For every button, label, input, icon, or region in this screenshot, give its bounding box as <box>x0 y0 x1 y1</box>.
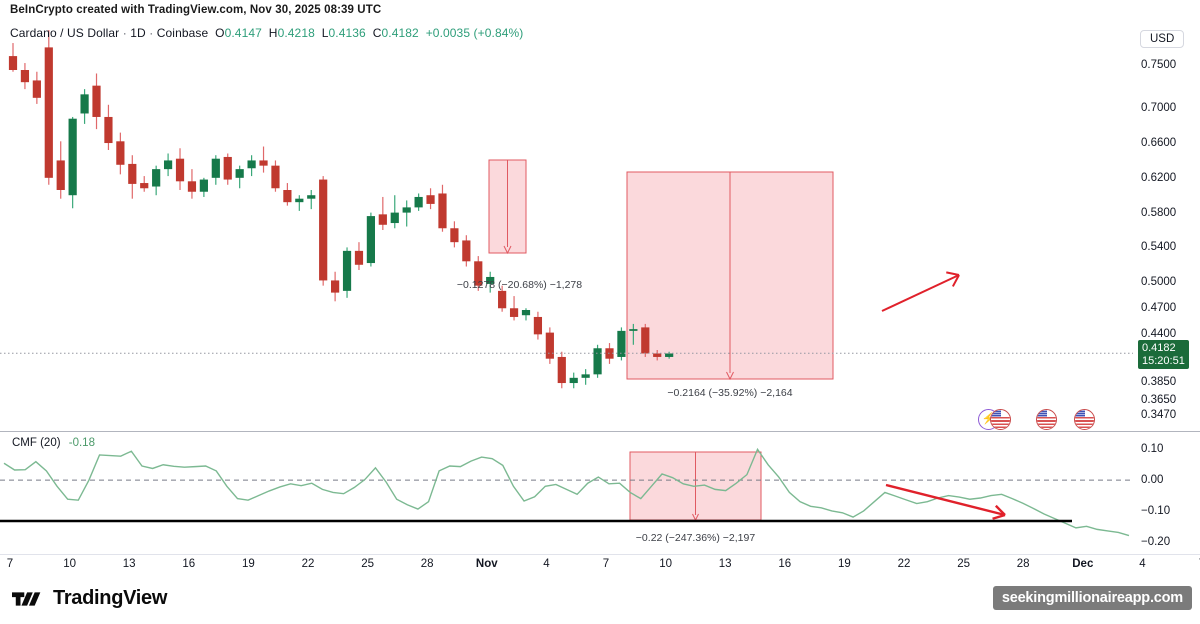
cmf-legend-value: -0.18 <box>68 437 95 449</box>
price-chart-canvas <box>0 30 1133 389</box>
legend-symbol[interactable]: Cardano / US Dollar <box>10 26 120 40</box>
legend-close-value: 0.4182 <box>381 26 419 40</box>
price-tick-label: 0.5400 <box>1141 241 1177 254</box>
legend-open-value: 0.4147 <box>224 26 262 40</box>
price-tick-label: 0.3470 <box>1141 409 1177 422</box>
time-tick-label: 19 <box>241 558 255 570</box>
time-tick-label: 25 <box>361 558 374 570</box>
price-tick-label: 0.7500 <box>1141 58 1177 71</box>
price-tick-label: 0.5000 <box>1141 276 1177 289</box>
time-tick-label: 10 <box>659 558 672 570</box>
tradingview-logo[interactable]: TradingView <box>12 587 167 610</box>
us-flag-badge-icon-3[interactable] <box>1074 409 1095 430</box>
cmf-tick-label: 0.10 <box>1141 443 1164 456</box>
measure-label-2: −0.2164 (−35.92%) −2,164 <box>667 387 793 399</box>
current-price-value: 0.4182 <box>1142 342 1176 355</box>
price-tick-label: 0.3850 <box>1141 376 1177 389</box>
current-price-badge[interactable]: 0.4182 15:20:51 <box>1138 340 1189 370</box>
time-tick-label: 13 <box>122 558 136 570</box>
legend-low-value: 0.4136 <box>328 26 366 40</box>
price-tick-label: 0.3650 <box>1141 393 1177 406</box>
legend-exchange[interactable]: Coinbase <box>156 26 209 40</box>
currency-label[interactable]: USD <box>1140 30 1185 48</box>
us-flag-badge-icon-1[interactable] <box>990 409 1011 430</box>
tradingview-wordmark: TradingView <box>53 587 168 609</box>
price-tick-label: 0.4700 <box>1141 302 1177 315</box>
cmf-tick-label: 0.00 <box>1141 474 1164 487</box>
candlesticks <box>8 30 674 389</box>
time-tick-label: Nov <box>475 558 498 570</box>
price-tick-label: 0.6200 <box>1141 171 1177 184</box>
attribution-text: BeInCrypto created with TradingView.com,… <box>10 4 382 16</box>
legend-interval[interactable]: 1D <box>130 26 146 40</box>
time-tick-label: 7 <box>602 558 610 570</box>
time-tick-label: 4 <box>1139 558 1146 570</box>
time-scale[interactable]: 7 10 13 16 19 22 25 28 Nov 4 7 10 13 16 19 22 25 28 Dec 4 7 <box>0 556 1200 578</box>
time-tick-label: 28 <box>420 558 434 570</box>
measure-label-3: −0.22 (−247.36%) −2,197 <box>635 532 756 544</box>
time-tick-label: 10 <box>63 558 76 570</box>
price-tick-label: 0.5800 <box>1141 206 1177 219</box>
footer: TradingView seekingmillionaireapp.com <box>0 580 1200 624</box>
cmf-tick-label: −0.20 <box>1141 535 1171 548</box>
time-tick-label: 22 <box>301 558 315 570</box>
price-tick-label: 0.4400 <box>1141 328 1177 341</box>
tradingview-mark-icon <box>12 591 41 606</box>
time-tick-label: 13 <box>718 558 732 570</box>
price-scale[interactable]: USD 0.7500 0.7000 0.6600 0.6200 0.5800 0.5400… <box>1133 30 1200 554</box>
us-flag-badge-icon-2[interactable] <box>1036 409 1057 430</box>
cmf-legend: CMF (20) -0.18 <box>12 437 95 449</box>
price-tick-label: 0.7000 <box>1141 102 1177 115</box>
time-tick-label: 25 <box>957 558 970 570</box>
cmf-line-series <box>3 447 1130 537</box>
time-tick-label: 16 <box>778 558 792 570</box>
measure-2 <box>626 171 834 381</box>
cmf-down-arrow <box>885 483 1006 520</box>
cmf-chart-canvas <box>0 447 1133 537</box>
legend-sep-2: · <box>145 26 157 40</box>
legend-open-key: O <box>215 26 225 40</box>
site-watermark: seekingmillionaireapp.com <box>992 586 1192 610</box>
time-tick-label: Dec <box>1072 558 1094 570</box>
time-tick-label: 16 <box>182 558 196 570</box>
bar-countdown: 15:20:51 <box>1142 354 1185 367</box>
measure-1 <box>488 159 527 255</box>
cmf-tick-label: −0.10 <box>1141 504 1171 517</box>
legend-close-key: C <box>372 26 382 40</box>
legend-high-value: 0.4218 <box>277 26 315 40</box>
price-chart-pane[interactable] <box>0 30 1133 430</box>
legend-change: +0.0035 (+0.84%) <box>425 26 524 40</box>
time-tick-label: 7 <box>6 558 14 570</box>
legend-high-key: H <box>268 26 278 40</box>
time-tick-label: 22 <box>897 558 911 570</box>
time-tick-label: 7 <box>1199 558 1200 570</box>
legend-low-key: L <box>321 26 329 40</box>
pane-divider[interactable] <box>0 431 1200 432</box>
time-tick-label: 19 <box>837 558 851 570</box>
measure-label-1: −0.1278 (−20.68%) −1,278 <box>456 279 583 291</box>
time-tick-label: 28 <box>1016 558 1030 570</box>
time-scale-border <box>0 554 1200 555</box>
price-tick-label: 0.6600 <box>1141 137 1177 150</box>
legend-sep-1: · <box>119 26 131 40</box>
chart-legend: Cardano / US Dollar · 1D · Coinbase O0.4… <box>10 26 523 40</box>
price-up-arrow <box>881 271 960 312</box>
cmf-legend-name[interactable]: CMF (20) <box>12 437 61 449</box>
time-tick-label: 4 <box>543 558 550 570</box>
cmf-indicator-pane[interactable] <box>0 434 1133 554</box>
